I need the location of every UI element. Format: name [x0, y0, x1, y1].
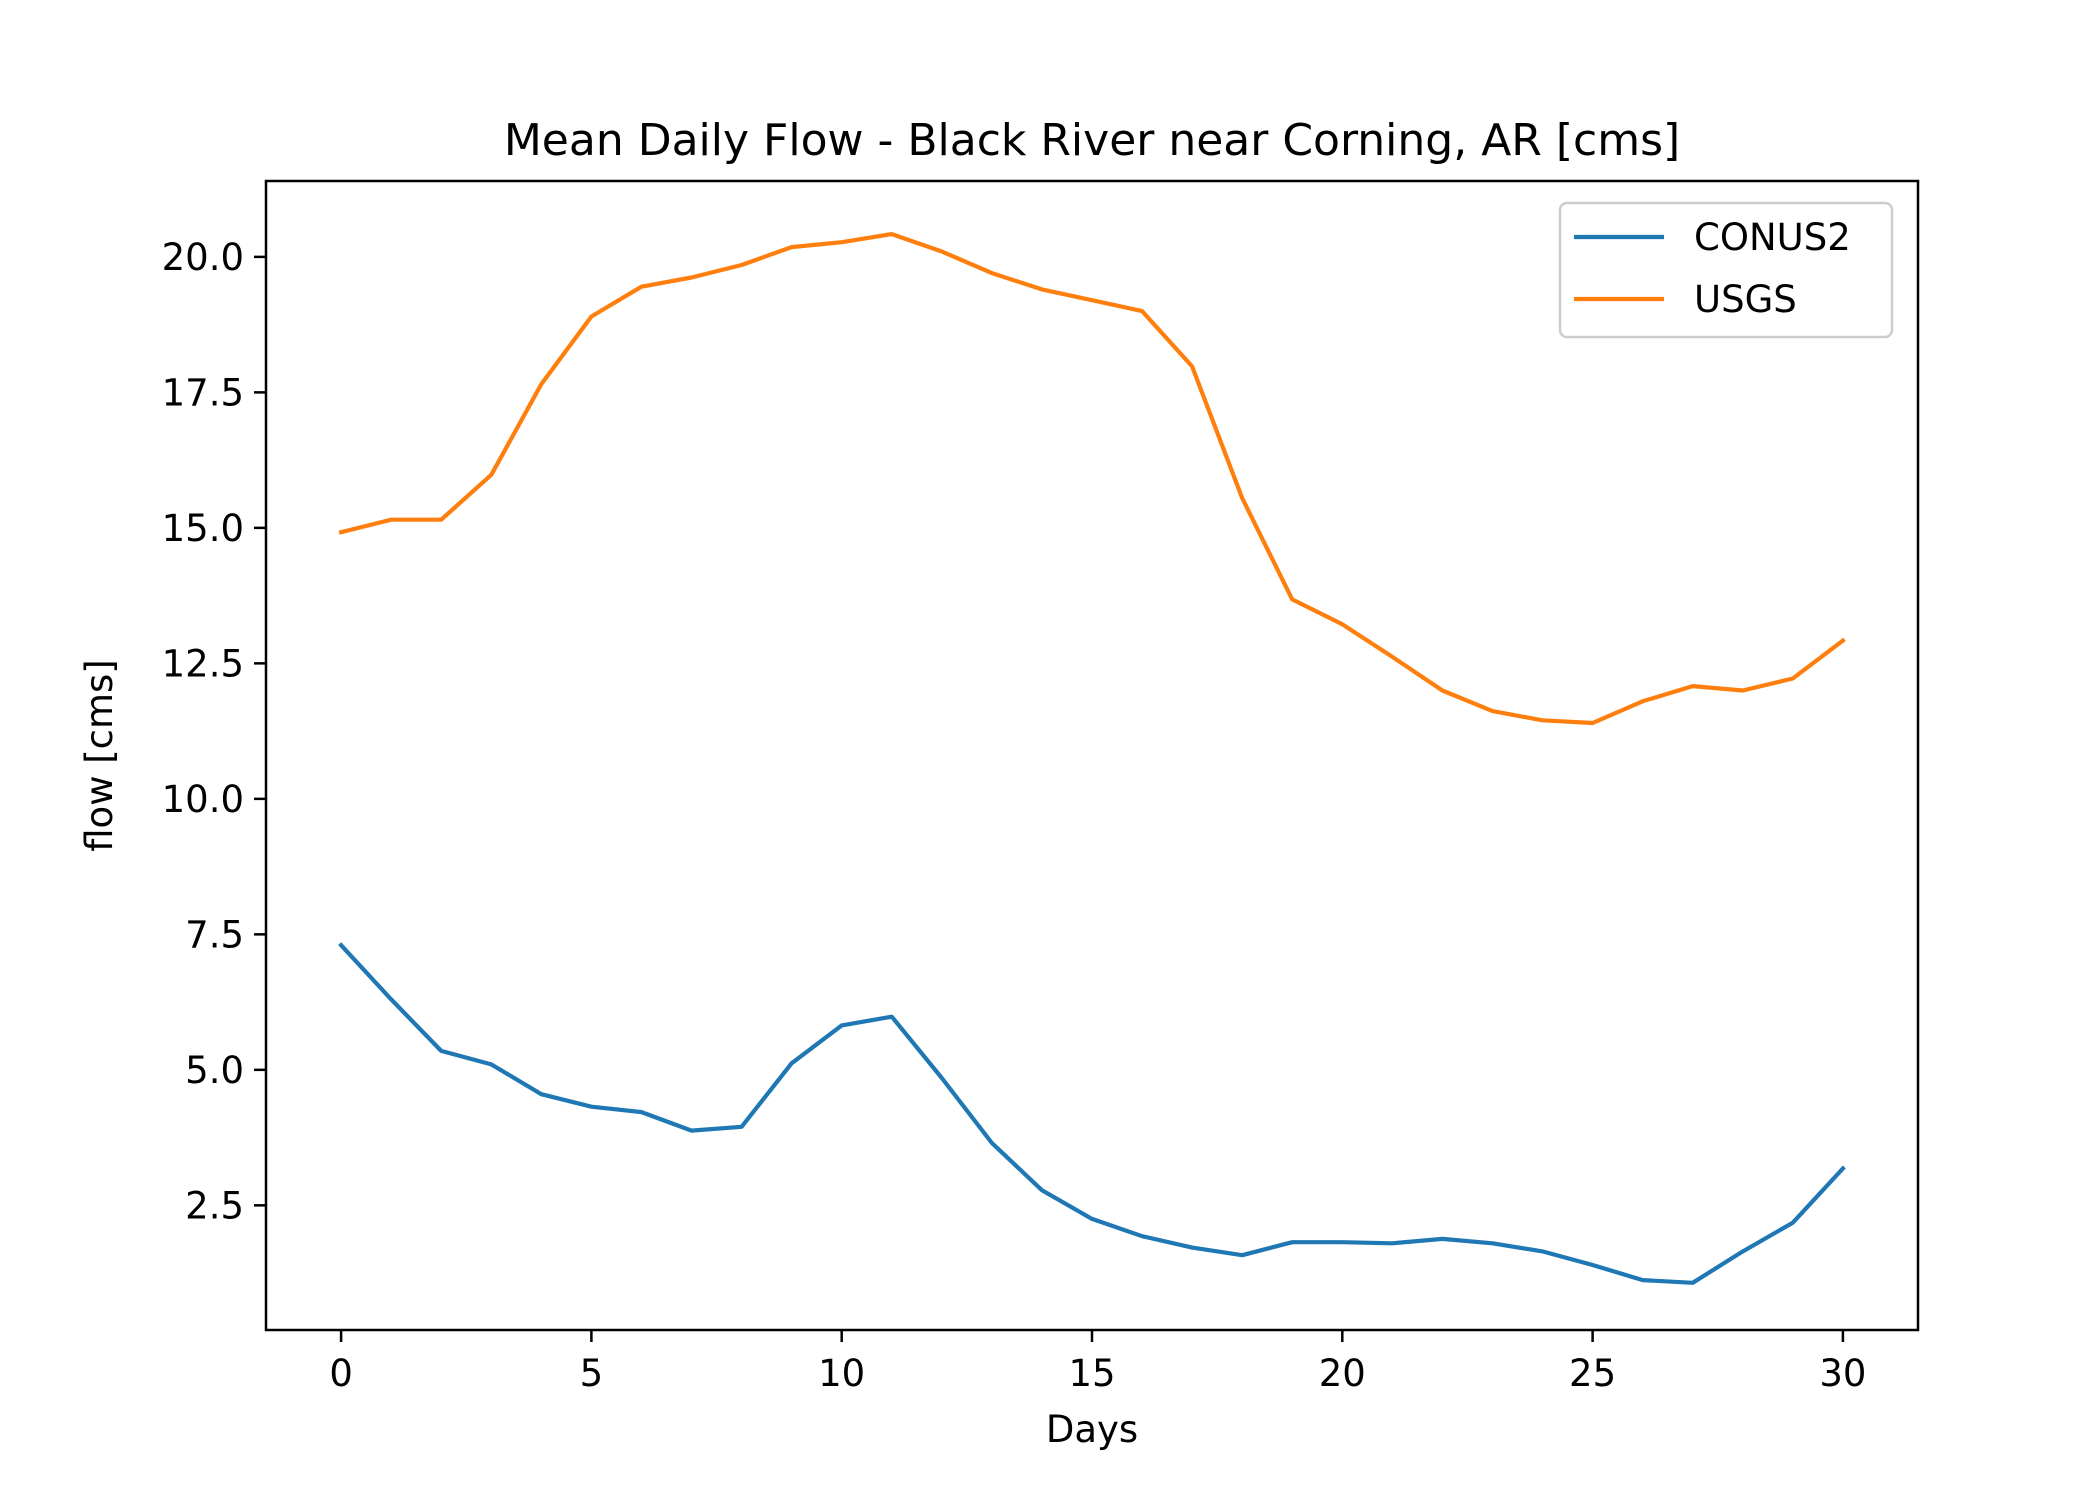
x-tick-label: 15 — [1068, 1352, 1115, 1395]
y-tick-label: 10.0 — [162, 778, 244, 821]
x-tick-label: 20 — [1319, 1352, 1366, 1395]
x-tick-label: 5 — [580, 1352, 604, 1395]
x-tick-label: 10 — [818, 1352, 865, 1395]
y-tick-label: 12.5 — [162, 642, 244, 685]
x-axis-title: Days — [1046, 1408, 1138, 1451]
y-tick-label: 20.0 — [162, 236, 244, 279]
series-line-conus2 — [338, 942, 1846, 1285]
y-axis: 2.5 5.0 7.5 10.0 12.5 15.0 17.5 20.0 — [162, 236, 266, 1227]
legend-label-usgs: USGS — [1694, 278, 1797, 321]
y-tick-label: 2.5 — [185, 1184, 244, 1227]
y-tick-label: 5.0 — [185, 1049, 244, 1092]
y-tick-label: 7.5 — [185, 913, 244, 956]
legend: CONUS2 USGS — [1558, 201, 1894, 339]
legend-label-conus2: CONUS2 — [1694, 216, 1851, 259]
chart-title: Mean Daily Flow - Black River near Corni… — [504, 115, 1680, 166]
series-layer — [338, 232, 1846, 1285]
x-tick-label: 30 — [1819, 1352, 1866, 1395]
series-line-usgs — [338, 232, 1846, 726]
x-axis: 0 5 10 15 20 25 30 — [329, 1330, 1866, 1395]
x-tick-label: 25 — [1569, 1352, 1616, 1395]
x-tick-label: 0 — [329, 1352, 353, 1395]
y-tick-label: 15.0 — [162, 507, 244, 550]
y-tick-label: 17.5 — [162, 371, 244, 414]
y-axis-title: flow [cms] — [78, 659, 121, 852]
